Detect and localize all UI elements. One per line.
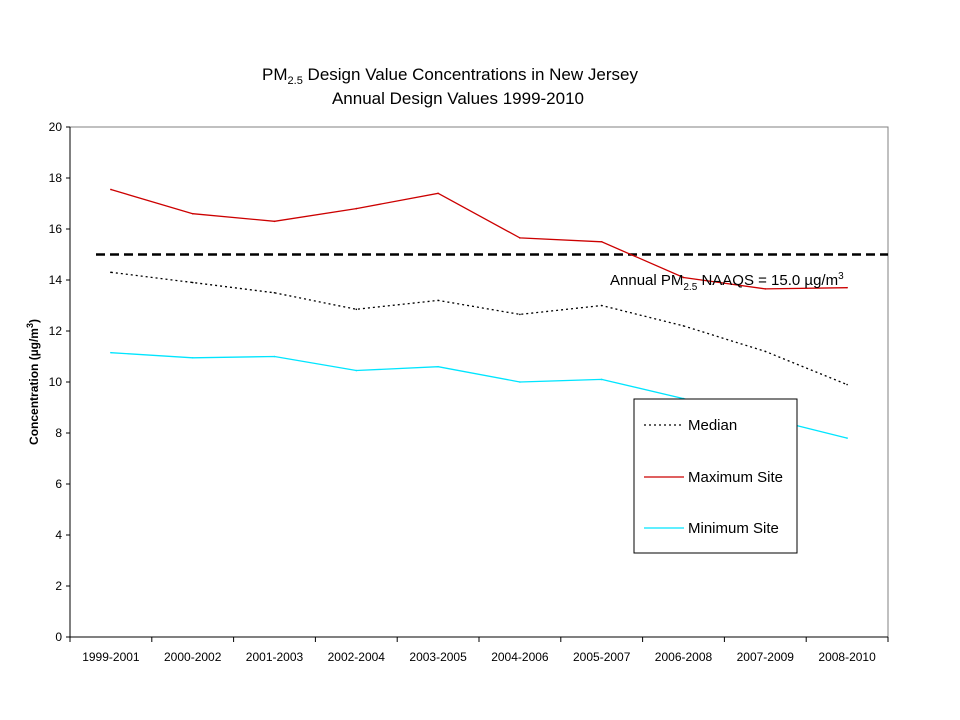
naaqs-annotation-superscript: 3: [838, 271, 844, 282]
x-tick-label: 2005-2007: [573, 650, 631, 664]
y-axis-label-main: Concentration (µg/m: [27, 328, 41, 445]
x-tick-label: 2000-2002: [164, 650, 222, 664]
data-point-median: [273, 291, 276, 294]
y-tick-label: 0: [55, 630, 62, 644]
data-point-median: [110, 271, 112, 274]
legend-label-minimum-site: Minimum Site: [688, 520, 779, 537]
naaqs-annotation: Annual PM2.5 NAAQS = 15.0 µg/m3: [610, 271, 844, 293]
plot-area: [69, 126, 889, 638]
naaqs-annotation-mid: NAAQS = 15.0 µg/m: [697, 272, 838, 289]
data-point-maximum-site: [600, 240, 603, 243]
data-point-median: [764, 350, 767, 353]
data-point-minimum-site: [519, 381, 521, 383]
y-tick-label: 6: [55, 477, 62, 491]
data-point-maximum-site: [437, 192, 439, 195]
x-tick-label: 2008-2010: [818, 650, 876, 664]
y-tick-label: 4: [55, 528, 62, 542]
data-point-minimum-site: [846, 437, 848, 439]
data-point-maximum-site: [519, 237, 521, 239]
legend-label-median: Median: [688, 417, 737, 434]
y-axis-label-superscript: 3: [25, 323, 35, 328]
chart-title-line2: Annual Design Values 1999-2010: [332, 89, 584, 108]
data-point-maximum-site: [846, 286, 848, 289]
data-point-maximum-site: [355, 207, 358, 210]
series-line-maximum-site: [110, 188, 848, 290]
x-tick-label: 2002-2004: [328, 650, 386, 664]
title-pm-subscript: 2.5: [288, 75, 303, 87]
x-tick-label: 2006-2008: [655, 650, 713, 664]
legend: Median Maximum Site Minimum Site: [633, 398, 798, 554]
data-point-maximum-site: [273, 220, 276, 223]
data-point-minimum-site: [355, 369, 358, 372]
y-axis-label-close: ): [27, 319, 41, 323]
data-point-median: [846, 383, 848, 386]
data-point-minimum-site: [600, 378, 603, 381]
data-point-median: [437, 299, 439, 302]
data-point-median: [519, 313, 521, 316]
y-tick-label: 12: [49, 324, 63, 338]
y-tick-label: 18: [49, 171, 63, 185]
y-ticks: 0 2 4 6 8 10 12 14 16 18 20: [49, 120, 70, 644]
y-tick-label: 2: [55, 579, 62, 593]
naaqs-annotation-subscript: 2.5: [683, 282, 697, 293]
data-point-maximum-site: [682, 276, 685, 279]
naaqs-annotation-pre: Annual PM: [610, 272, 683, 289]
x-tick-label: 1999-2001: [82, 650, 140, 664]
data-point-maximum-site: [110, 188, 112, 191]
data-point-maximum-site: [764, 288, 767, 290]
series-line-median: [110, 271, 848, 386]
data-point-minimum-site: [437, 365, 439, 368]
x-tick-label: 2004-2006: [491, 650, 549, 664]
y-tick-label: 10: [49, 375, 63, 389]
title-rest: Design Value Concentrations in New Jerse…: [303, 65, 639, 84]
y-tick-label: 8: [55, 426, 62, 440]
chart-title-line1: PM2.5 Design Value Concentrations in New…: [262, 65, 638, 87]
legend-label-maximum-site: Maximum Site: [688, 469, 783, 486]
data-point-minimum-site: [191, 356, 194, 359]
x-tick-label: 2001-2003: [246, 650, 304, 664]
y-tick-label: 14: [49, 273, 63, 287]
data-point-maximum-site: [191, 212, 194, 215]
data-point-minimum-site: [110, 351, 112, 354]
y-axis-label: Concentration (µg/m3): [25, 319, 41, 445]
y-tick-label: 20: [49, 120, 63, 134]
x-ticks: 1999-2001 2000-2002 2001-2003 2002-2004 2003…: [69, 637, 889, 664]
data-point-median: [191, 281, 194, 284]
data-point-median: [355, 308, 358, 311]
x-tick-label: 2003-2005: [409, 650, 467, 664]
x-tick-label: 2007-2009: [737, 650, 795, 664]
data-point-median: [682, 325, 685, 327]
y-tick-label: 16: [49, 222, 63, 236]
title-pm: PM: [262, 65, 288, 84]
data-point-median: [600, 304, 603, 307]
legend-box: [633, 398, 798, 554]
data-point-minimum-site: [273, 355, 276, 358]
